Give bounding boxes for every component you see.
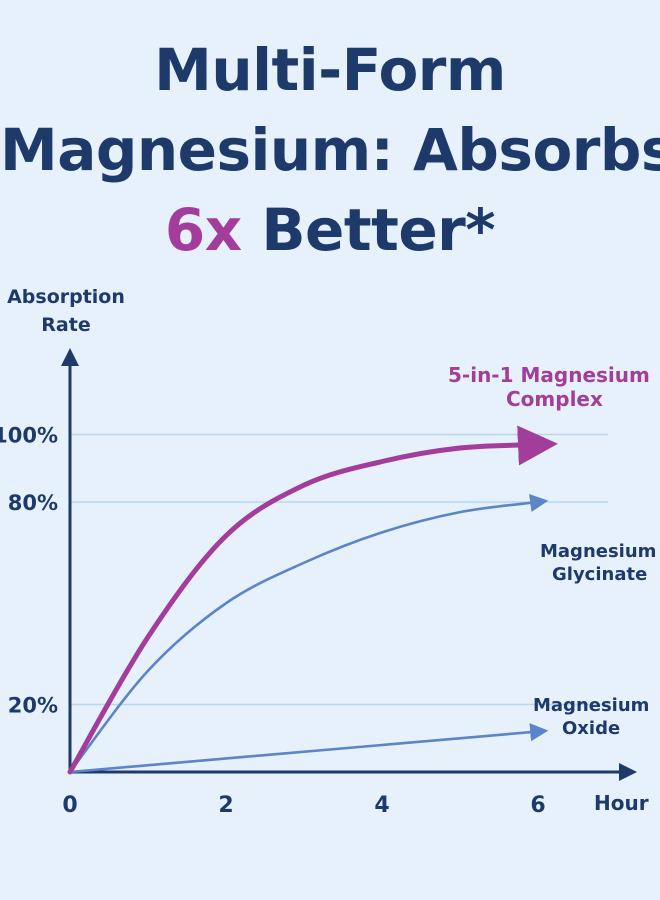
title-line-1: Multi-Form — [154, 36, 506, 104]
series-label-glycinate-line-2: Glycinate — [552, 564, 647, 585]
series-magnesium-glycinate-line — [68, 493, 549, 774]
x-tick-label-6: 6 — [530, 793, 545, 818]
x-tick-label-4: 4 — [374, 793, 389, 818]
series-label-glycinate-line-1: Magnesium — [540, 541, 656, 562]
title-accent: 6x — [164, 196, 242, 264]
title-line-3: 6x Better* — [0, 190, 660, 270]
series-label-oxide-line-2: Oxide — [562, 718, 620, 739]
series-5-in-1-complex-line — [67, 425, 558, 775]
title-line-3-rest: Better* — [241, 196, 496, 264]
y-tick-label-20: 20% — [8, 694, 58, 718]
page-title: Multi-Form Magnesium: Absorbs 6x Better* — [0, 30, 660, 270]
series-magnesium-oxide-line — [68, 723, 549, 774]
series-label-complex-line-2: Complex — [506, 387, 603, 411]
series-label-complex-line-1: 5-in-1 Magnesium — [448, 363, 650, 387]
series-label-oxide-line-1: Magnesium — [533, 695, 649, 716]
y-tick-label-80: 80% — [8, 491, 58, 515]
y-axis-label-line-1: Absorption — [7, 286, 125, 308]
x-tick-label-0: 0 — [62, 793, 77, 818]
y-axis-label-line-2: Rate — [41, 314, 90, 336]
x-tick-label-2: 2 — [218, 793, 233, 818]
y-tick-label-100: 100% — [0, 424, 58, 448]
x-axis-label: Hour — [594, 791, 649, 815]
title-line-2: Magnesium: Absorbs — [0, 116, 660, 184]
